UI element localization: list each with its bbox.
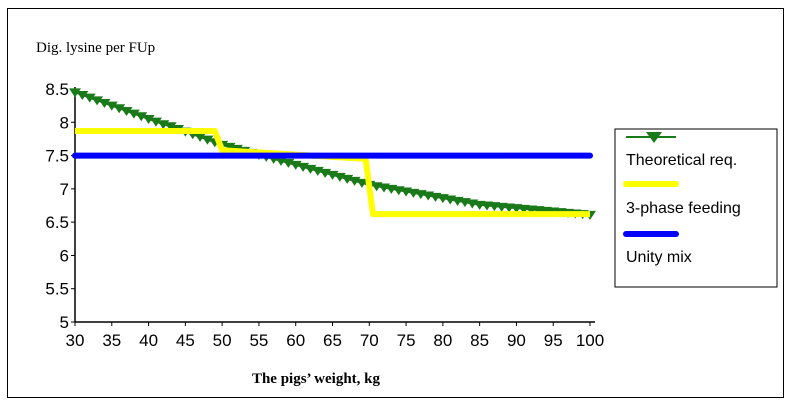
x-tick-label: 100 — [576, 331, 604, 350]
theoretical-req-marker — [194, 132, 207, 142]
theoretical-req-marker — [91, 96, 104, 106]
y-tick-label: 7 — [60, 180, 69, 199]
legend-label: 3-phase feeding — [626, 200, 741, 217]
chart: Dig. lysine per FUp 5 5.5 6 6.5 7 7.5 8 8.5 30 35… — [36, 40, 778, 387]
legend: Theoretical req. 3-phase feeding Unity mix — [623, 132, 741, 266]
x-tick-label: 75 — [397, 331, 416, 350]
y-axis-title: Dig. lysine per FUp — [36, 40, 155, 56]
plot-area: 5 5.5 6 6.5 7 7.5 8 8.5 30 35 40 45 50 55 60 65 70 75 80 85… — [45, 80, 604, 350]
x-tick-label: 40 — [139, 331, 158, 350]
y-tick-label: 6.5 — [45, 213, 69, 232]
x-tick-label: 45 — [176, 331, 195, 350]
theoretical-req-marker — [142, 114, 155, 124]
theoretical-req-marker — [135, 112, 148, 122]
theoretical-req-marker — [69, 88, 81, 98]
y-tick-label: 8 — [60, 113, 69, 132]
y-tick-label: 8.5 — [45, 80, 69, 99]
y-tick-label: 6 — [60, 246, 69, 265]
theoretical-req-marker — [149, 117, 162, 127]
x-tick-label: 60 — [286, 331, 305, 350]
x-tick-label: 95 — [544, 331, 563, 350]
legend-box — [614, 128, 778, 288]
x-tick-label: 90 — [507, 331, 526, 350]
x-tick-label: 55 — [249, 331, 268, 350]
theoretical-req-marker — [113, 104, 126, 114]
theoretical-req-marker — [164, 122, 177, 132]
y-tick-label: 5 — [60, 313, 69, 332]
chart-frame: Dig. lysine per FUp 5 5.5 6 6.5 7 7.5 8 8.5 30 35… — [7, 8, 784, 398]
y-tick-label: 5.5 — [45, 280, 69, 299]
legend-label: Theoretical req. — [626, 152, 737, 169]
x-axis-title: The pigs’ weight, kg — [252, 371, 381, 387]
legend-label: Unity mix — [626, 249, 692, 266]
y-tick-label: 7.5 — [45, 147, 69, 166]
theoretical-req-marker — [120, 106, 133, 116]
x-tick-label: 35 — [102, 331, 121, 350]
theoretical-req-marker — [76, 90, 89, 100]
theoretical-req-marker — [201, 135, 214, 145]
x-tick-label: 30 — [66, 331, 85, 350]
theoretical-req-marker — [127, 109, 140, 119]
theoretical-req-marker — [98, 98, 111, 108]
theoretical-req-marker — [83, 93, 96, 103]
x-tick-label: 50 — [213, 331, 232, 350]
legend-theoretical-req-swatch-marker — [646, 132, 662, 143]
x-tick-label: 85 — [470, 331, 489, 350]
x-tick-label: 80 — [433, 331, 452, 350]
x-tick-label: 70 — [360, 331, 379, 350]
x-tick-label: 65 — [323, 331, 342, 350]
theoretical-req-marker — [105, 101, 118, 111]
